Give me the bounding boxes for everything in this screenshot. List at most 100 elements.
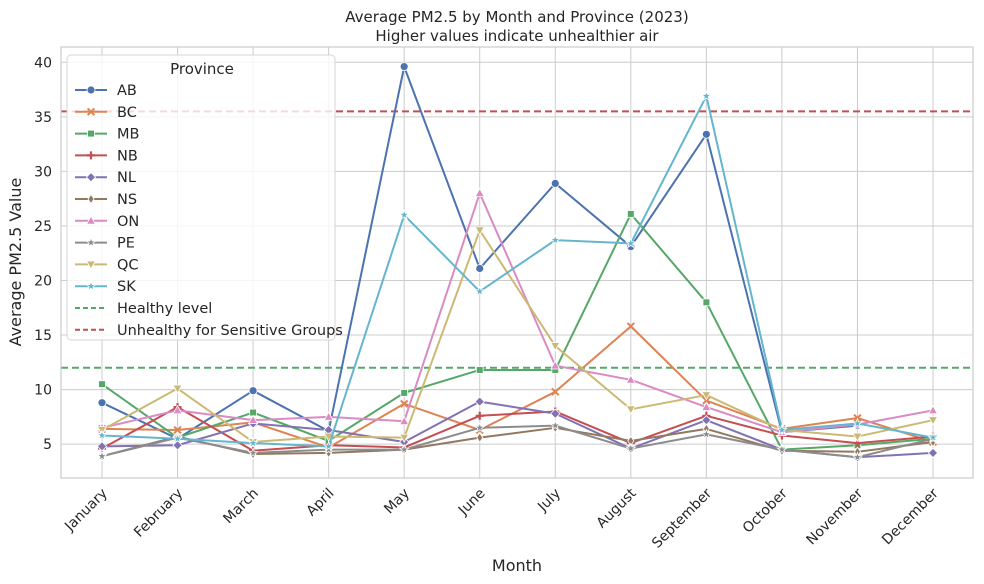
data-point-on — [399, 415, 410, 426]
data-point-bc — [551, 387, 560, 396]
data-point-pe — [474, 421, 486, 433]
legend-label: NL — [117, 170, 136, 186]
data-point-pe — [851, 451, 864, 463]
data-point-pe — [700, 428, 713, 440]
data-point-sk — [322, 440, 335, 452]
data-point-qc — [625, 405, 636, 415]
data-point-ab — [248, 386, 258, 396]
data-point-sk — [96, 429, 108, 441]
legend-label: MB — [117, 127, 139, 143]
data-point-sk — [171, 432, 184, 444]
legend-item-nl: NL — [75, 170, 136, 186]
legend-marker — [85, 280, 97, 292]
legend-item-ab: AB — [75, 83, 137, 99]
legend-marker — [85, 215, 97, 225]
legend-marker — [86, 107, 96, 116]
data-point-nl — [474, 396, 485, 407]
y-tick-label: 5 — [43, 437, 52, 453]
data-point-mb — [627, 210, 635, 218]
y-tick-labels: 5 10 15 20 25 30 35 40 — [34, 55, 52, 453]
data-point-sk — [474, 285, 486, 297]
legend-item-qc: QC — [75, 257, 139, 273]
data-point-qc — [399, 433, 410, 444]
legend-box — [66, 54, 336, 341]
series-qc — [96, 226, 939, 448]
data-point-pe — [322, 443, 335, 455]
data-point-nl — [550, 408, 561, 419]
legend-marker — [85, 172, 97, 183]
data-point-qc — [550, 342, 561, 352]
legend-item-pe: PE — [75, 236, 135, 252]
x-tick-label: November — [803, 485, 866, 548]
legend-label: Unhealthy for Sensitive Groups — [117, 323, 343, 339]
data-point-sk — [851, 417, 864, 429]
y-axis-label: Average PM2.5 Value — [6, 178, 25, 347]
data-point-pe — [549, 419, 561, 431]
data-point-sk — [398, 209, 410, 220]
data-point-on — [701, 401, 712, 411]
data-point-pe — [776, 443, 788, 455]
legend-item-sk: SK — [75, 279, 136, 295]
legend-item-mb: MB — [75, 127, 139, 143]
data-point-qc — [852, 432, 863, 442]
data-point-on — [172, 404, 183, 415]
y-tick-label: 35 — [34, 110, 52, 126]
data-point-on — [248, 414, 259, 424]
data-point-pe — [625, 442, 637, 454]
legend-label: ON — [117, 214, 139, 230]
y-tick-label: 25 — [34, 219, 52, 235]
data-point-qc — [927, 416, 939, 426]
legend-label: QC — [117, 257, 139, 273]
y-tick-label: 10 — [34, 383, 52, 399]
legend-label: PE — [117, 236, 135, 252]
data-point-on — [625, 374, 636, 384]
x-tick-label: March — [220, 486, 261, 527]
x-tick-label: June — [455, 486, 489, 520]
legend-label: Healthy level — [117, 301, 212, 317]
series-line-pe — [101, 424, 934, 459]
x-tick-label: July — [534, 486, 564, 516]
data-point-ab — [701, 129, 711, 139]
data-point-ab — [97, 398, 107, 408]
series-line-bc — [101, 325, 934, 449]
data-point-mb — [702, 298, 711, 307]
legend-label: NS — [117, 192, 137, 208]
data-point-pe — [247, 446, 259, 458]
data-point-pe — [398, 443, 410, 455]
data-point-mb — [98, 380, 106, 388]
legend-item-unhealthy-for-sensitive-groups: Unhealthy for Sensitive Groups — [75, 323, 343, 339]
series-line-sk — [101, 95, 934, 448]
x-tick-label: May — [381, 486, 413, 518]
data-point-sk — [549, 234, 561, 245]
data-point-on — [927, 404, 939, 415]
legend-marker — [87, 151, 95, 160]
legend-marker — [87, 193, 95, 205]
data-point-qc — [474, 226, 485, 236]
y-tick-label: 30 — [34, 164, 52, 180]
legend-marker — [85, 260, 97, 270]
data-point-ab — [550, 178, 560, 188]
data-point-sk — [776, 424, 788, 435]
legend-item-bc: BC — [75, 105, 137, 121]
legend-label: AB — [117, 83, 137, 99]
data-point-sk — [927, 431, 939, 443]
legend-label: SK — [117, 279, 136, 295]
y-tick-label: 40 — [34, 55, 52, 71]
x-axis-label: Month — [492, 556, 542, 575]
data-point-sk — [700, 90, 713, 101]
data-point-on — [550, 360, 561, 370]
legend-marker — [87, 129, 95, 138]
series-line-mb — [101, 212, 934, 451]
data-point-sk — [625, 237, 637, 249]
data-point-pe — [96, 450, 108, 461]
series-line-nb — [101, 406, 934, 452]
chart-title: Average PM2.5 by Month and Province (202… — [345, 8, 688, 26]
data-point-nb — [475, 411, 484, 420]
series-line-qc — [101, 229, 934, 443]
y-tick-label: 20 — [34, 274, 52, 290]
data-point-on — [323, 411, 334, 421]
data-point-bc — [400, 399, 409, 408]
data-point-nl — [172, 440, 183, 451]
data-point-nl — [927, 447, 939, 459]
